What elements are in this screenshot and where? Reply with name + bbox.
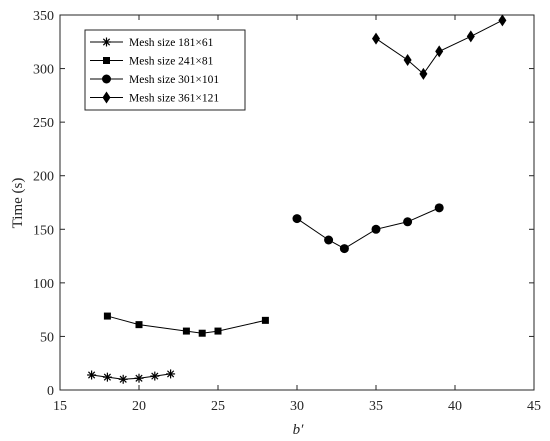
series-layer	[87, 14, 507, 384]
legend: Mesh size 181×61 Mesh size 241×81 Mesh siz…	[84, 29, 246, 111]
series-4	[372, 14, 507, 80]
legend-entry-3: Mesh size 301×101	[90, 74, 219, 86]
legend-marker	[103, 57, 110, 64]
data-point	[434, 203, 444, 213]
data-point	[339, 244, 349, 254]
legend-marker	[102, 37, 111, 47]
data-point	[166, 369, 176, 379]
data-point	[324, 235, 334, 245]
x-tick-label: 15	[53, 399, 67, 414]
series-line	[296, 207, 440, 250]
y-tick-label: 300	[33, 63, 54, 78]
y-tick-label: 150	[33, 223, 54, 238]
legend-marker	[102, 91, 111, 104]
x-tick-label: 45	[527, 399, 541, 414]
asterisk-stroke	[87, 371, 96, 379]
data-point	[419, 67, 428, 80]
legend-label: Mesh size 301×101	[129, 74, 219, 86]
series-3	[292, 203, 444, 254]
legend-entry-4: Mesh size 361×121	[90, 91, 219, 105]
y-axis-label: Time (s)	[10, 178, 26, 229]
asterisk-stroke	[135, 374, 143, 382]
asterisk-stroke	[119, 375, 127, 383]
series-1	[87, 369, 176, 384]
legend-box	[84, 29, 246, 111]
data-point	[182, 327, 190, 335]
series-line	[107, 315, 266, 334]
legend-label: Mesh size 361×121	[129, 93, 219, 105]
asterisk-stroke	[103, 373, 112, 381]
data-point	[214, 327, 222, 335]
legend-label: Mesh size 241×81	[129, 56, 214, 68]
x-tick-label: 20	[132, 399, 146, 414]
axes: 15 20 25 30 35 40 45 0 50 100 150 200 250 300 350	[33, 9, 541, 414]
data-point	[371, 224, 381, 234]
data-point	[435, 45, 444, 58]
legend-entry-2: Mesh size 241×81	[90, 56, 214, 68]
legend-label: Mesh size 181×61	[129, 37, 214, 49]
data-point	[150, 371, 160, 381]
data-point	[261, 316, 269, 324]
data-point	[372, 32, 380, 45]
data-point	[134, 373, 144, 383]
data-point	[118, 374, 128, 384]
data-point	[292, 214, 302, 224]
data-point	[403, 54, 412, 66]
x-tick-label: 25	[211, 399, 225, 414]
legend-entry-1: Mesh size 181×61	[90, 37, 214, 49]
asterisk-stroke	[151, 372, 159, 380]
series-line	[375, 19, 503, 75]
data-point	[198, 329, 206, 337]
data-point	[102, 372, 112, 382]
x-axis-label: b′	[293, 422, 305, 438]
y-tick-label: 0	[47, 384, 54, 399]
legend-marker	[102, 74, 111, 84]
y-tick-label: 200	[33, 170, 54, 185]
data-point	[403, 217, 413, 227]
y-tick-label: 250	[33, 116, 54, 131]
data-point	[498, 14, 507, 27]
x-tick-label: 30	[290, 399, 304, 414]
x-tick-label: 35	[369, 399, 383, 414]
asterisk-stroke	[102, 38, 111, 46]
asterisk-stroke	[166, 370, 175, 378]
y-tick-label: 350	[33, 9, 54, 24]
y-tick-label: 100	[33, 277, 54, 292]
series-2	[103, 312, 269, 337]
data-point	[103, 312, 111, 320]
data-point	[87, 370, 97, 380]
data-point	[466, 30, 475, 43]
data-point	[135, 321, 143, 329]
x-tick-label: 40	[448, 399, 462, 414]
y-tick-label: 50	[40, 330, 54, 345]
